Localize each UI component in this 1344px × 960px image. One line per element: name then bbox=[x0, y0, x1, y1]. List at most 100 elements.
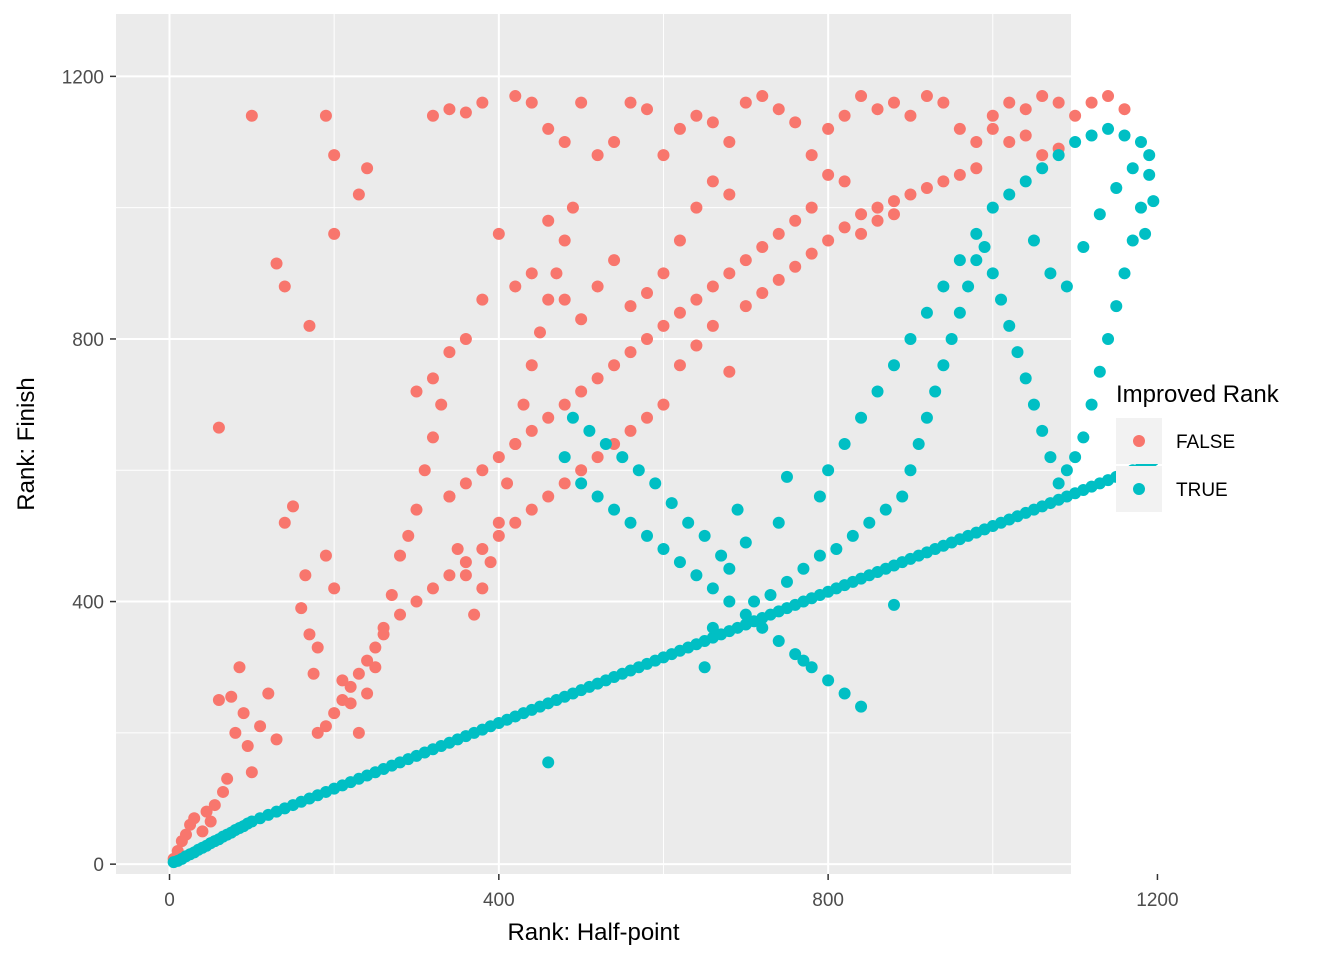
data-point-false bbox=[328, 149, 341, 162]
data-point-true bbox=[706, 582, 719, 595]
data-point-true bbox=[995, 293, 1008, 306]
data-point-false bbox=[426, 431, 439, 444]
data-point-false bbox=[237, 707, 250, 720]
data-point-true bbox=[1069, 136, 1082, 149]
data-point-true bbox=[665, 497, 678, 510]
data-point-false bbox=[641, 287, 654, 300]
data-point-false bbox=[591, 451, 604, 464]
data-point-true bbox=[1077, 431, 1090, 444]
data-point-true bbox=[1019, 372, 1032, 385]
data-point-true bbox=[1093, 365, 1106, 378]
data-point-false bbox=[673, 359, 686, 372]
data-point-false bbox=[871, 201, 884, 214]
data-point-false bbox=[624, 300, 637, 313]
data-point-false bbox=[352, 726, 365, 739]
data-point-false bbox=[476, 582, 489, 595]
data-point-true bbox=[879, 503, 892, 516]
data-point-true bbox=[1134, 136, 1147, 149]
data-point-true bbox=[813, 490, 826, 503]
data-point-false bbox=[772, 227, 785, 240]
data-point-false bbox=[319, 720, 332, 733]
data-point-true bbox=[978, 241, 991, 254]
data-point-false bbox=[822, 234, 835, 247]
data-point-true bbox=[1147, 195, 1160, 208]
data-point-false bbox=[303, 319, 316, 332]
data-point-true bbox=[986, 201, 999, 214]
data-point-false bbox=[328, 582, 341, 595]
data-point-false bbox=[608, 254, 621, 267]
data-point-true bbox=[1143, 168, 1156, 181]
data-point-true bbox=[1044, 451, 1057, 464]
data-point-false bbox=[492, 227, 505, 240]
data-point-false bbox=[295, 602, 308, 615]
data-point-false bbox=[953, 168, 966, 181]
data-point-false bbox=[476, 293, 489, 306]
y-tick-label: 400 bbox=[72, 593, 104, 614]
data-point-true bbox=[830, 543, 843, 556]
data-point-true bbox=[797, 654, 810, 667]
data-point-true bbox=[591, 490, 604, 503]
data-point-false bbox=[624, 424, 637, 437]
data-point-false bbox=[525, 267, 538, 280]
data-point-true bbox=[855, 700, 868, 713]
legend: Improved Rank FALSE TRUE bbox=[1116, 381, 1280, 512]
data-point-false bbox=[986, 122, 999, 135]
data-point-false bbox=[303, 628, 316, 641]
data-point-false bbox=[970, 136, 983, 149]
data-point-false bbox=[410, 503, 423, 516]
data-point-false bbox=[468, 608, 481, 621]
data-point-false bbox=[328, 227, 341, 240]
data-point-true bbox=[822, 674, 835, 687]
data-point-false bbox=[591, 280, 604, 293]
data-point-true bbox=[953, 254, 966, 267]
data-point-false bbox=[673, 234, 686, 247]
data-point-true bbox=[1110, 181, 1123, 194]
data-point-false bbox=[1003, 96, 1016, 109]
data-point-false bbox=[435, 398, 448, 411]
data-points bbox=[167, 90, 1160, 869]
data-point-false bbox=[789, 116, 802, 129]
data-point-false bbox=[624, 346, 637, 359]
data-point-true bbox=[1069, 451, 1082, 464]
data-point-false bbox=[1036, 90, 1049, 103]
data-point-false bbox=[377, 628, 390, 641]
data-point-false bbox=[426, 372, 439, 385]
data-point-false bbox=[608, 136, 621, 149]
data-point-true bbox=[929, 385, 942, 398]
data-point-false bbox=[542, 293, 555, 306]
x-axis-title: Rank: Half-point bbox=[507, 919, 679, 946]
data-point-false bbox=[970, 162, 983, 175]
data-point-false bbox=[459, 556, 472, 569]
data-point-true bbox=[1052, 149, 1065, 162]
data-point-false bbox=[756, 241, 769, 254]
data-point-false bbox=[241, 739, 254, 752]
data-point-true bbox=[863, 516, 876, 529]
data-point-false bbox=[426, 582, 439, 595]
data-point-false bbox=[591, 372, 604, 385]
data-point-false bbox=[208, 799, 221, 812]
data-point-true bbox=[715, 549, 728, 562]
data-point-false bbox=[188, 812, 201, 825]
data-point-true bbox=[673, 556, 686, 569]
data-point-false bbox=[739, 96, 752, 109]
data-point-true bbox=[1077, 241, 1090, 254]
x-tick-label: 800 bbox=[812, 890, 844, 911]
x-tick-label: 0 bbox=[164, 890, 175, 911]
data-point-false bbox=[1003, 136, 1016, 149]
data-point-true bbox=[748, 595, 761, 608]
data-point-true bbox=[1011, 346, 1024, 359]
data-point-false bbox=[270, 733, 283, 746]
data-point-true bbox=[789, 648, 802, 661]
data-point-true bbox=[1036, 424, 1049, 437]
data-point-false bbox=[361, 687, 374, 700]
data-point-false bbox=[328, 707, 341, 720]
data-point-false bbox=[262, 687, 275, 700]
data-point-false bbox=[855, 208, 868, 221]
data-point-true bbox=[566, 411, 579, 424]
data-point-true bbox=[1003, 319, 1016, 332]
data-point-true bbox=[1110, 300, 1123, 313]
data-point-false bbox=[311, 726, 324, 739]
data-point-false bbox=[641, 411, 654, 424]
data-point-true bbox=[780, 575, 793, 588]
